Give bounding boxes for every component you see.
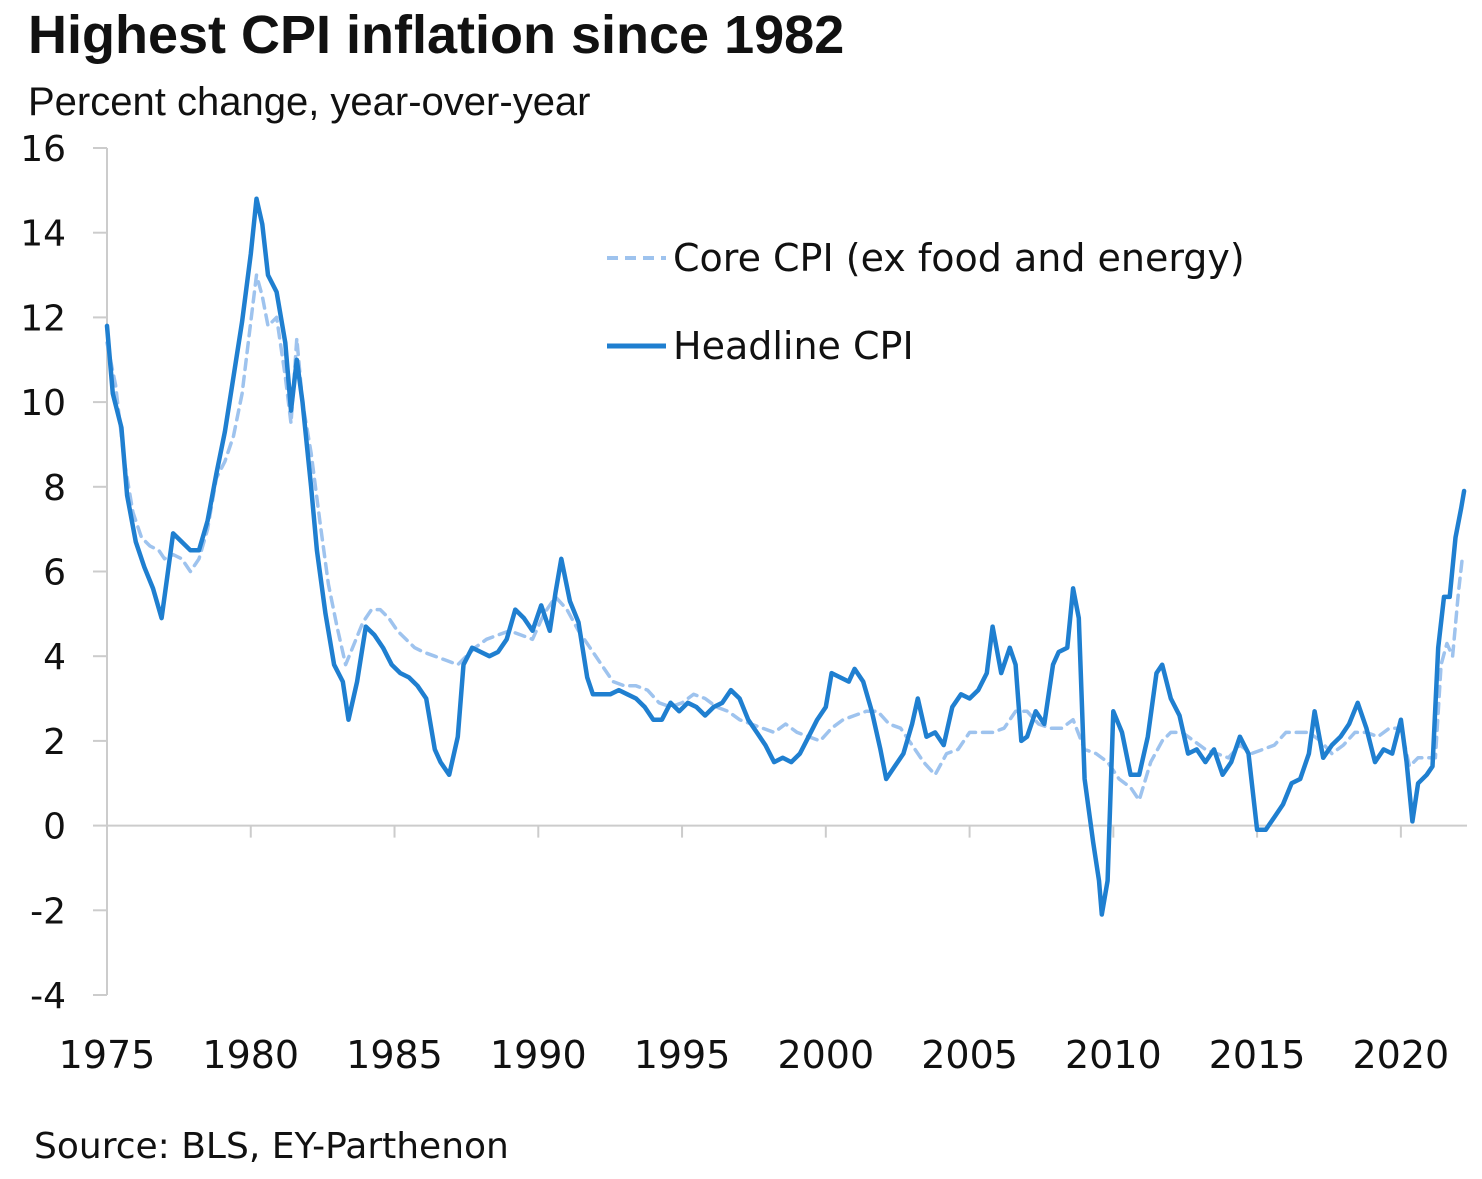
- legend-core-label: Core CPI (ex food and energy): [673, 236, 1245, 280]
- x-tick-label: 1985: [346, 1033, 443, 1077]
- y-tick-label: 10: [20, 383, 66, 424]
- x-tick-label: 2005: [921, 1033, 1018, 1077]
- y-tick-label: 16: [20, 129, 66, 170]
- x-tick-label: 1980: [202, 1033, 299, 1077]
- x-tick-label: 1995: [634, 1033, 731, 1077]
- y-tick-label: -2: [30, 891, 66, 932]
- chart-subtitle: Percent change, year-over-year: [28, 80, 591, 124]
- legend-headline-label: Headline CPI: [673, 324, 914, 368]
- y-tick-label: 0: [43, 807, 66, 848]
- y-tick-label: 4: [43, 637, 66, 678]
- y-tick-label: 14: [20, 214, 66, 255]
- x-axis-ticks: 1975 1980 1985 1990 1995 2000 2005 2010 2015 2020: [59, 825, 1450, 1077]
- chart-title: Highest CPI inflation since 1982: [28, 5, 845, 65]
- x-tick-label: 2020: [1353, 1033, 1450, 1077]
- x-tick-label: 2015: [1209, 1033, 1306, 1077]
- y-tick-label: -4: [30, 976, 66, 1017]
- headline-cpi-line: [104, 196, 1467, 917]
- x-tick-label: 1975: [59, 1033, 156, 1077]
- chart-series: [104, 196, 1467, 917]
- chart-legend: Core CPI (ex food and energy) Headline C…: [607, 236, 1245, 368]
- y-tick-label: 8: [43, 468, 66, 509]
- y-tick-label: 12: [20, 298, 66, 339]
- x-tick-label: 2010: [1065, 1033, 1162, 1077]
- x-tick-label: 2000: [777, 1033, 874, 1077]
- y-tick-label: 6: [43, 553, 66, 594]
- x-tick-label: 1990: [490, 1033, 587, 1077]
- y-tick-label: 2: [43, 722, 66, 763]
- source-note: Source: BLS, EY-Parthenon: [34, 1126, 509, 1167]
- y-axis-ticks: 16 14 12 10 8 6 4 2 0 -2 -4: [20, 129, 107, 1017]
